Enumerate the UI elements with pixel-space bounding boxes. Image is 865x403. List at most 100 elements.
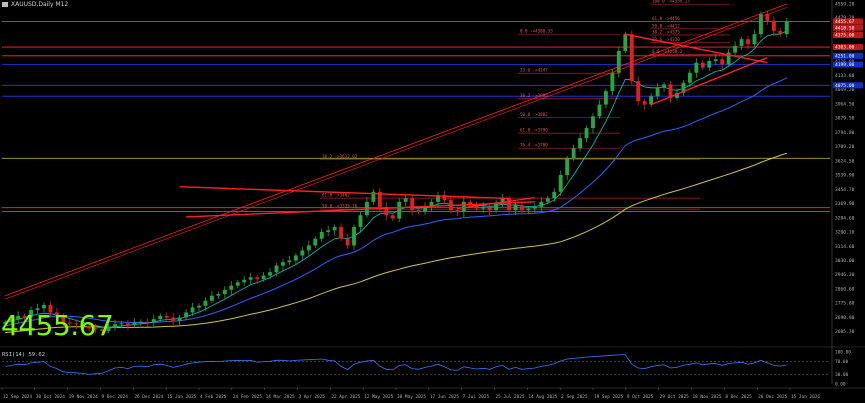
candle-body — [22, 315, 27, 317]
candle-body — [616, 50, 621, 73]
candle-body — [778, 30, 783, 35]
candle-body — [158, 315, 163, 320]
ma-mid-line — [5, 77, 788, 327]
candle-body — [675, 92, 679, 98]
rsi-tick-label: 0.00 — [835, 382, 846, 388]
candle-body — [565, 158, 570, 175]
fib-level-label: 0.0 ->4380.33 — [520, 29, 553, 34]
time-tick-label: 19 Nov 2024 — [69, 394, 98, 400]
candle-body — [694, 62, 699, 73]
candle-body — [313, 238, 318, 246]
candle-body — [319, 232, 324, 239]
candle-body — [390, 215, 395, 219]
price-tick-label: 2605.70 — [835, 329, 855, 335]
rsi-tick-label: 100.00 — [835, 350, 851, 356]
trendline — [5, 7, 787, 300]
trendline — [179, 186, 510, 200]
candle-body — [410, 198, 415, 211]
time-tick-label: 17 Jun 2025 — [430, 394, 459, 400]
price-tick-label: 2946.30 — [835, 272, 855, 278]
candle-body — [29, 309, 34, 317]
rsi-tick-label: 30.00 — [835, 372, 849, 378]
candle-body — [345, 238, 350, 246]
fib-level-label: 76.4 ->3700 — [520, 143, 548, 148]
candle-body — [171, 317, 176, 321]
candle-body — [687, 72, 692, 83]
candle-body — [455, 210, 460, 212]
price-tag-box — [833, 24, 863, 31]
candle-body — [16, 315, 21, 320]
candle-body — [771, 20, 776, 31]
candle-body — [507, 198, 511, 211]
candle-body — [681, 82, 686, 93]
candle-body — [494, 203, 499, 211]
candle-body — [436, 195, 440, 202]
candle-body — [707, 61, 712, 68]
candle-body — [326, 230, 331, 232]
candle-body — [138, 321, 143, 323]
time-tick-label: 8 Dec 2025 — [725, 394, 752, 400]
candle-body — [636, 81, 641, 102]
ma-slow-line — [5, 152, 787, 334]
candle-body — [293, 255, 298, 261]
time-tick-label: 24 Feb 2025 — [233, 394, 262, 400]
time-tick-label: 4 Feb 2025 — [200, 394, 227, 400]
fib-level-label: 38.2 ->3995 — [520, 93, 548, 98]
candle-body — [100, 329, 105, 331]
candle-body — [397, 201, 402, 219]
candle-body — [106, 327, 111, 331]
rsi-line — [5, 354, 787, 375]
rsi-tick-label: 70.00 — [835, 359, 849, 365]
candle-body — [468, 201, 473, 206]
candle-body — [758, 14, 763, 35]
time-tick-label: 15 Jan 2025 — [167, 394, 196, 400]
candle-body — [184, 312, 189, 318]
price-tick-label: 3709.20 — [835, 144, 855, 150]
fibonacci-levels: 100.0 ->4559.13 61.8 ->4456 50.0 ->4412 38.… — [320, 0, 730, 210]
candle-body — [403, 198, 408, 202]
symbol-menu-icon[interactable] — [2, 2, 8, 7]
time-tick-label: 2 Sep 2025 — [561, 394, 588, 400]
price-tag-box — [833, 32, 863, 39]
candle-body — [300, 250, 305, 256]
candle-body — [164, 315, 169, 318]
price-tick-label: 4133.80 — [835, 73, 855, 79]
candle-body — [126, 323, 130, 326]
candle-body — [655, 87, 660, 97]
time-tick-label: 26 Dec 2025 — [758, 394, 787, 400]
rsi-panel: 100.00 70.00 30.00 0.00 — [0, 346, 865, 388]
candle-body — [726, 52, 731, 65]
candle-body — [93, 328, 98, 330]
trendline — [650, 56, 768, 106]
time-tick-label: 30 May 2025 — [397, 394, 426, 400]
fib-level-label: 61.8 ->3402 — [322, 193, 350, 198]
candle-body — [623, 34, 628, 51]
time-tick-label: 7 Jul 2025 — [463, 394, 490, 400]
candle-body — [649, 96, 654, 105]
candle-body — [442, 195, 447, 201]
price-tick-label: 3794.80 — [835, 130, 855, 136]
price-tick-label: 2775.80 — [835, 301, 855, 307]
candle-body — [3, 322, 8, 324]
candle-body — [481, 206, 486, 209]
fib-level-label: 50.0 ->4412 — [652, 23, 680, 28]
price-tag-box — [833, 44, 863, 51]
candle-body — [520, 205, 524, 211]
price-tick-label: 3539.90 — [835, 173, 855, 179]
fib-level-label: 23.6 ->4147 — [520, 68, 548, 73]
price-tick-label: 3879.50 — [835, 116, 855, 122]
price-axis: 4559.284479.204390.804305.404216.004133.… — [831, 0, 863, 384]
time-tick-label: 14 Aug 2025 — [528, 394, 557, 400]
price-tag-label: 4075.00 — [835, 83, 855, 89]
candle-body — [242, 279, 247, 283]
trendline — [186, 201, 535, 218]
symbol-title: XAUUSD,Daily M12 — [2, 1, 68, 8]
candle-body — [306, 245, 311, 251]
candle-body — [287, 260, 292, 263]
price-tag-label: 4375.00 — [835, 33, 855, 39]
candle-body — [700, 62, 705, 68]
candle-body — [526, 208, 531, 211]
candle-body — [216, 294, 221, 296]
